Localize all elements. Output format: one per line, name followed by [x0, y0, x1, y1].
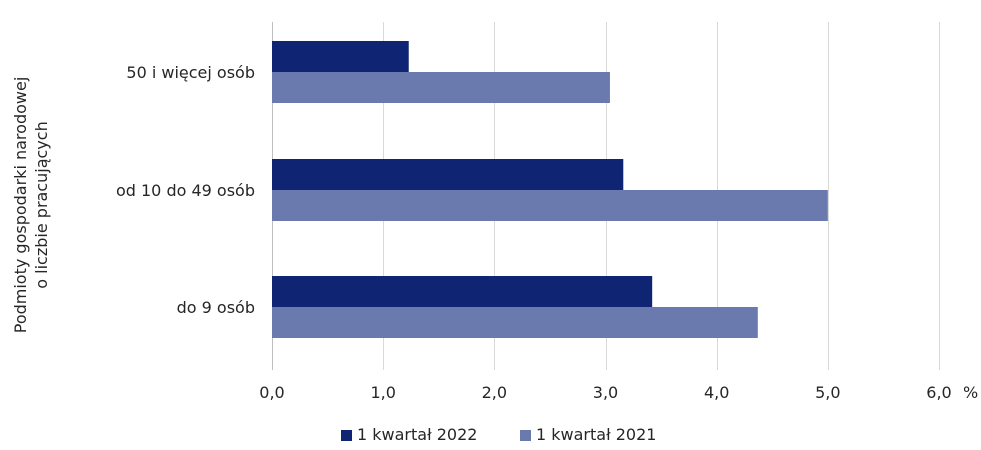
bar-series-2021-cat-2 [272, 307, 758, 338]
bar-series-2021-cat-0 [272, 72, 610, 103]
x-unit-label: % [963, 383, 978, 402]
x-tick-label: 6,0 [926, 383, 951, 402]
category-label: do 9 osób [177, 298, 255, 317]
x-tick-label: 2,0 [482, 383, 507, 402]
category-labels: 50 i więcej osób od 10 do 49 osób do 9 osó… [116, 63, 255, 317]
x-tick-label: 3,0 [593, 383, 618, 402]
bar-series-2022-cat-1 [272, 159, 624, 190]
legend: 1 kwartał 2022 1 kwartał 2021 [341, 425, 656, 444]
category-label: od 10 do 49 osób [116, 181, 255, 200]
x-tick-label: 0,0 [259, 383, 284, 402]
legend-label-series-2022: 1 kwartał 2022 [357, 425, 477, 444]
legend-swatch-series-2021 [520, 430, 531, 441]
bars [272, 41, 828, 338]
x-tick-labels: 0,0 1,0 2,0 3,0 4,0 5,0 6,0 [259, 383, 951, 402]
bar-series-2022-cat-0 [272, 41, 409, 72]
x-tick-label: 4,0 [704, 383, 729, 402]
legend-swatch-series-2022 [341, 430, 352, 441]
category-label: 50 i więcej osób [126, 63, 255, 82]
y-axis-title-line-1: Podmioty gospodarki narodowej [11, 77, 30, 334]
bar-series-2021-cat-1 [272, 190, 828, 221]
x-tick-label: 1,0 [370, 383, 395, 402]
legend-label-series-2021: 1 kwartał 2021 [536, 425, 656, 444]
y-axis-title: Podmioty gospodarki narodowej o liczbie … [11, 77, 51, 334]
y-axis-title-line-2: o liczbie pracujących [32, 121, 51, 288]
bar-series-2022-cat-2 [272, 276, 653, 307]
x-tick-label: 5,0 [815, 383, 840, 402]
